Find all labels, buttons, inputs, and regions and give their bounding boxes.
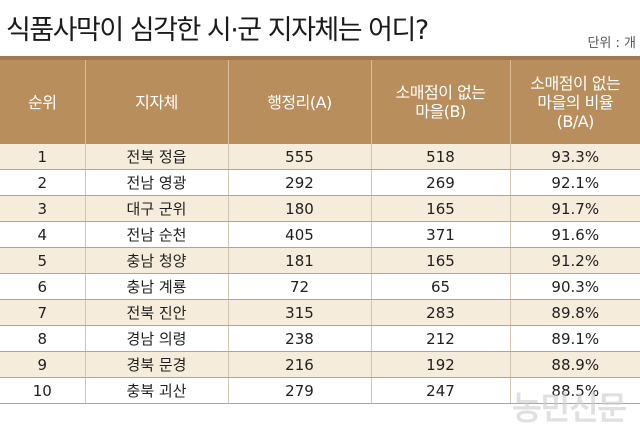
- municipality-cell: 전남 영광: [85, 169, 229, 196]
- admin-villages-cell: 180: [228, 195, 372, 222]
- admin-villages-cell: 279: [228, 377, 372, 404]
- rank-cell: 8: [0, 325, 86, 352]
- rank-cell: 5: [0, 247, 86, 274]
- ratio-cell: 90.3%: [510, 273, 640, 300]
- table-row: 6 충남 계룡 72 65 90.3%: [0, 273, 640, 300]
- admin-villages-cell: 181: [228, 247, 372, 274]
- watermark-logo: 농민신문: [512, 389, 627, 427]
- ratio-cell: 88.9%: [510, 351, 640, 378]
- rank-cell: 7: [0, 299, 86, 326]
- table-row: 4 전남 순천 405 371 91.6%: [0, 221, 640, 248]
- admin-villages-cell: 72: [228, 273, 372, 300]
- table-row: 10 충북 괴산 279 247 88.5%: [0, 377, 640, 404]
- page-title: 식품사막이 심각한 시·군 지자체는 어디?: [6, 15, 429, 46]
- admin-villages-cell: 315: [228, 299, 372, 326]
- table-row: 2 전남 영광 292 269 92.1%: [0, 169, 640, 196]
- ratio-cell: 91.6%: [510, 221, 640, 248]
- rank-cell: 1: [0, 144, 86, 170]
- municipality-cell: 전북 정읍: [85, 144, 229, 170]
- ratio-cell: 88.5%: [510, 377, 640, 404]
- data-table: 순위 지자체 행정리(A) 소매점이 없는 마을(B) 소매점이 없는 마을의 …: [0, 56, 640, 404]
- no-store-villages-cell: 212: [371, 325, 511, 352]
- header-municipality: 지자체: [85, 58, 229, 144]
- rank-cell: 2: [0, 169, 86, 196]
- header-ratio: 소매점이 없는 마을의 비율 (B/A): [510, 58, 640, 144]
- table-body: 1 전북 정읍 555 518 93.3% 2 전남 영광 292 269 92.1% 3 대구 군위…: [0, 144, 640, 404]
- rank-cell: 9: [0, 351, 86, 378]
- ratio-cell: 93.3%: [510, 144, 640, 170]
- rank-cell: 4: [0, 221, 86, 248]
- table-row: 7 전북 진안 315 283 89.8%: [0, 299, 640, 326]
- ratio-cell: 91.7%: [510, 195, 640, 222]
- header-rank: 순위: [0, 58, 86, 144]
- no-store-villages-cell: 65: [371, 273, 511, 300]
- admin-villages-cell: 238: [228, 325, 372, 352]
- municipality-cell: 전남 순천: [85, 221, 229, 248]
- table-row: 3 대구 군위 180 165 91.7%: [0, 195, 640, 222]
- no-store-villages-cell: 283: [371, 299, 511, 326]
- no-store-villages-cell: 165: [371, 195, 511, 222]
- no-store-villages-cell: 247: [371, 377, 511, 404]
- no-store-villages-cell: 518: [371, 144, 511, 170]
- table-row: 1 전북 정읍 555 518 93.3%: [0, 144, 640, 170]
- admin-villages-cell: 292: [228, 169, 372, 196]
- table-row: 5 충남 청양 181 165 91.2%: [0, 247, 640, 274]
- admin-villages-cell: 216: [228, 351, 372, 378]
- ratio-cell: 89.8%: [510, 299, 640, 326]
- rank-cell: 3: [0, 195, 86, 222]
- no-store-villages-cell: 371: [371, 221, 511, 248]
- no-store-villages-cell: 165: [371, 247, 511, 274]
- table-header-row: 순위 지자체 행정리(A) 소매점이 없는 마을(B) 소매점이 없는 마을의 …: [0, 58, 640, 144]
- municipality-cell: 전북 진안: [85, 299, 229, 326]
- municipality-cell: 충남 청양: [85, 247, 229, 274]
- ratio-cell: 89.1%: [510, 325, 640, 352]
- table-row: 9 경북 문경 216 192 88.9%: [0, 351, 640, 378]
- admin-villages-cell: 405: [228, 221, 372, 248]
- rank-cell: 6: [0, 273, 86, 300]
- unit-label: 단위 : 개: [587, 36, 636, 51]
- municipality-cell: 충북 괴산: [85, 377, 229, 404]
- municipality-cell: 경남 의령: [85, 325, 229, 352]
- ratio-cell: 91.2%: [510, 247, 640, 274]
- ratio-cell: 92.1%: [510, 169, 640, 196]
- no-store-villages-cell: 269: [371, 169, 511, 196]
- table-row: 8 경남 의령 238 212 89.1%: [0, 325, 640, 352]
- municipality-cell: 대구 군위: [85, 195, 229, 222]
- municipality-cell: 경북 문경: [85, 351, 229, 378]
- header-villages-without-store: 소매점이 없는 마을(B): [371, 58, 511, 144]
- admin-villages-cell: 555: [228, 144, 372, 170]
- no-store-villages-cell: 192: [371, 351, 511, 378]
- rank-cell: 10: [0, 377, 86, 404]
- header-admin-villages: 행정리(A): [228, 58, 372, 144]
- municipality-cell: 충남 계룡: [85, 273, 229, 300]
